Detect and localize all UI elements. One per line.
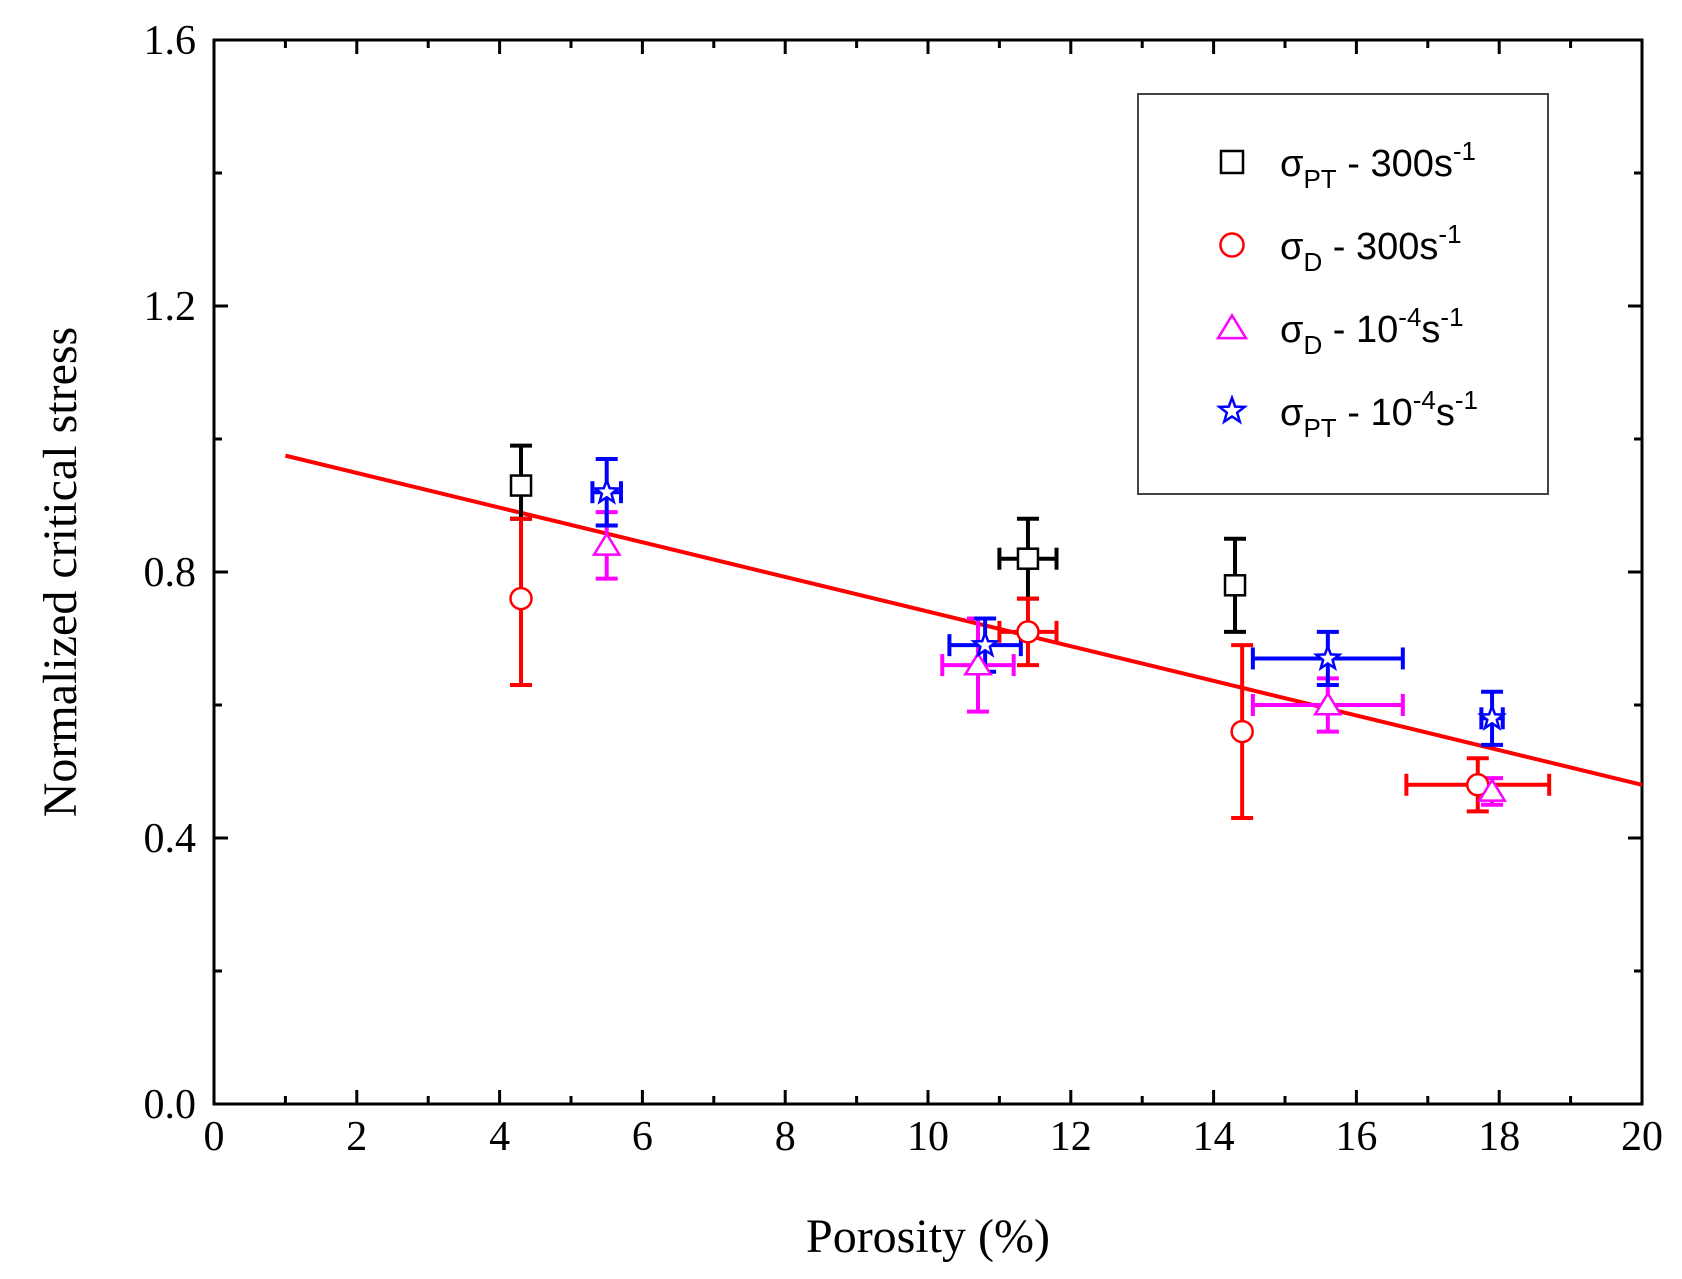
data-point [1312,691,1343,716]
y-tick-label: 1.2 [144,284,197,330]
data-point [1016,547,1040,570]
y-axis-title: Normalized critical stress [34,327,87,817]
y-tick-label: 0.0 [144,1082,197,1128]
data-point [1223,574,1247,597]
legend-label: σD - 300s-1 [1280,219,1462,277]
x-tick-label: 12 [1050,1114,1092,1160]
x-tick-label: 10 [907,1114,949,1160]
legend-box [1137,93,1549,495]
data-point [1312,642,1343,672]
y-tick-label: 0.8 [144,550,197,596]
x-tick-labels: 0 2 4 6 8 10 12 14 16 18 20 [204,1114,1664,1160]
x-tick-label: 2 [346,1114,367,1160]
fit-line [284,453,1643,787]
x-axis-title: Porosity (%) [806,1210,1050,1263]
legend-label: σPT - 10-4s-1 [1280,385,1478,443]
data-markers [509,474,1507,802]
x-tick-label: 18 [1478,1114,1520,1160]
data-point [591,476,622,505]
data-point [963,651,993,676]
data-point [509,474,533,497]
x-tick-label: 20 [1621,1114,1663,1160]
legend-marker [1219,232,1245,258]
data-point [509,586,533,611]
y-tick-labels: 0.0 0.4 0.8 1.2 1.6 [144,18,197,1128]
data-point [591,531,622,556]
x-tick-label: 6 [632,1114,653,1160]
legend-label: σPT - 300s-1 [1280,136,1476,194]
x-tick-label: 8 [775,1114,796,1160]
fit-line-group [284,453,1643,787]
y-tick-label: 1.6 [144,18,197,64]
error-bars [510,443,1552,821]
data-point [1016,620,1040,644]
axis-ticks [212,38,1644,1106]
data-point [1477,702,1507,731]
data-point [1230,719,1254,744]
x-tick-label: 16 [1335,1114,1377,1160]
data-point [970,629,1000,658]
legend: σPT - 300s-1 σD - 300s-1 σD - 10-4s-1 σPT -… [1137,93,1549,495]
x-tick-label: 14 [1193,1114,1235,1160]
legend-label: σD - 10-4s-1 [1280,302,1464,360]
data-point [1477,777,1507,802]
x-tick-label: 0 [204,1114,225,1160]
x-tick-label: 4 [489,1114,510,1160]
legend-marker [1215,312,1249,340]
y-tick-label: 0.4 [144,816,197,862]
legend-marker [1215,394,1249,425]
legend-marker [1219,149,1245,175]
